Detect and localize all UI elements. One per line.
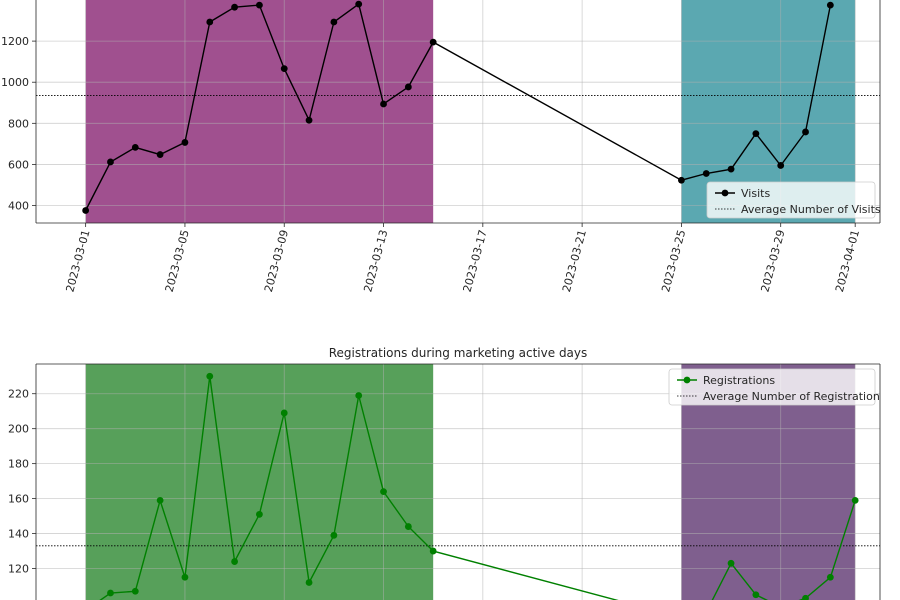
registrations-y-tick-label: 160 [8, 493, 29, 506]
visits-x-tick-label: 2023-03-25 [659, 228, 688, 293]
visits-y-tick-label: 800 [8, 117, 29, 130]
registrations-y-tick-label: 200 [8, 423, 29, 436]
visits-y-tick-label: 400 [8, 200, 29, 213]
visits-legend-box [706, 181, 876, 219]
visits-data-point [777, 162, 785, 169]
registrations-data-point [752, 591, 760, 599]
registrations-y-tick-label: 180 [8, 458, 29, 471]
visits-legend-label: Visits [741, 187, 770, 200]
visits-x-tick-label: 2023-03-01 [63, 228, 92, 293]
registrations-data-point [256, 510, 263, 518]
registrations-data-point [181, 573, 189, 581]
visits-x-tick-label: 2023-04-01 [833, 228, 862, 293]
visits-legend-point-marker [721, 189, 729, 197]
visits-y-tick-label: 1000 [1, 76, 29, 89]
registrations-data-point [851, 496, 859, 504]
visits-data-point [82, 207, 90, 214]
visits-data-point [826, 1, 834, 9]
registrations-y-tick-label: 120 [8, 563, 29, 576]
registrations-legend-label: Registrations [703, 374, 775, 387]
visits-data-point [330, 18, 338, 26]
visits-data-point [256, 1, 263, 9]
visits-data-point [727, 165, 735, 173]
visits-data-point [156, 151, 164, 158]
registrations-data-point [380, 488, 387, 496]
registrations-data-point [355, 392, 363, 399]
visits-x-tick-label: 2023-03-21 [560, 228, 589, 293]
visits-data-point [280, 65, 288, 73]
visits-data-point [678, 176, 685, 184]
visits-series-line [84, 2, 832, 211]
registrations-data-point [280, 409, 288, 417]
registrations-data-point [107, 589, 114, 597]
visits-x-tick-label: 2023-03-13 [361, 228, 390, 293]
visits-shaded-range [85, 0, 434, 223]
visits-data-point [107, 158, 114, 166]
registrations-data-point [305, 579, 313, 586]
registrations-data-point [206, 372, 214, 380]
visits-data-point [206, 18, 214, 26]
visits-chart: 400 600 800 1000 1200 2023-03-01 2023-03-05 202… [1, 0, 881, 294]
visits-data-point [404, 83, 412, 91]
visits-legend-label: Average Number of Visits [741, 203, 881, 216]
visits-data-point [429, 38, 437, 46]
visits-data-point [181, 139, 189, 146]
registrations-y-tick-label: 220 [8, 388, 29, 401]
registrations-y-tick-label: 140 [8, 528, 29, 541]
registrations-chart: Registrations during marketing active da… [8, 346, 881, 600]
visits-data-point [802, 128, 809, 136]
visits-x-tick-label: 2023-03-09 [262, 228, 291, 293]
visits-series-group [82, 0, 834, 214]
visits-x-tick-label: 2023-03-05 [163, 228, 192, 293]
registrations-chart-title: Registrations during marketing active da… [329, 346, 588, 360]
registrations-legend: Registrations Average Number of Registrat… [668, 368, 880, 406]
registrations-legend-point-marker [683, 376, 691, 384]
visits-x-tick-label: 2023-03-29 [758, 228, 787, 293]
visits-x-tick-label: 2023-03-17 [461, 228, 490, 293]
registrations-data-point [826, 573, 834, 581]
registrations-data-point [429, 547, 437, 555]
visits-y-tick-label: 1200 [1, 35, 29, 48]
visits-y-tick-label: 600 [8, 158, 29, 171]
visits-data-point [231, 3, 238, 11]
visits-data-point [380, 100, 387, 108]
visits-data-point [355, 0, 363, 8]
visits-legend: Visits Average Number of Visits [706, 181, 881, 219]
registrations-data-point [131, 587, 139, 595]
visits-data-point [752, 130, 760, 137]
registrations-legend-label: Average Number of Registration [703, 390, 880, 403]
registrations-series-group [99, 372, 859, 600]
registrations-data-point [727, 559, 735, 567]
visits-data-point [305, 116, 313, 124]
registrations-legend-box [668, 368, 876, 406]
registrations-data-point [330, 531, 338, 539]
visits-data-point [702, 170, 710, 177]
registrations-data-point [404, 523, 412, 530]
registrations-data-point [231, 558, 238, 565]
registrations-data-point [156, 496, 164, 504]
registrations-data-point [802, 594, 809, 600]
visits-data-point [131, 143, 139, 151]
